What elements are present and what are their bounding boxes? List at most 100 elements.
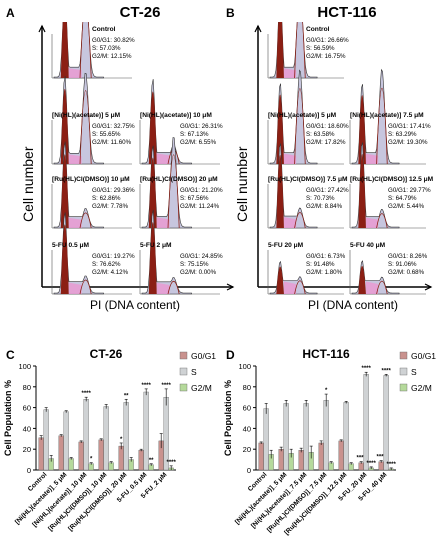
y-tick-label: 80 <box>243 383 251 392</box>
panel-b-title: HCT-116 <box>317 4 377 21</box>
g0g1-percent: G0/G1: 18.60% <box>306 123 349 130</box>
bar <box>278 448 284 471</box>
g2m-percent: G2/M: 0.00% <box>180 269 217 276</box>
histogram-title: [Ni(HL)(acetate)] 7.5 μM <box>350 112 424 119</box>
bar <box>303 403 309 471</box>
s-percent: S: 62.86% <box>92 195 121 202</box>
s-phase-area <box>156 282 170 294</box>
histogram-title: 5-FU 0.5 μM <box>52 242 90 249</box>
g0g1-percent: G0/G1: 8.26% <box>388 253 428 260</box>
g2m-peak <box>294 280 306 295</box>
g2m-percent: G2/M: 11.60% <box>92 139 132 146</box>
g2m-peak <box>294 22 306 79</box>
bar <box>138 450 144 471</box>
g2m-percent: G2/M: 17.82% <box>306 139 346 146</box>
bar <box>338 440 344 471</box>
bar <box>318 442 324 471</box>
s-percent: S: 56.59% <box>306 45 335 52</box>
g0g1-percent: G0/G1: 19.27% <box>92 253 135 260</box>
g2m-percent: G2/M: 0.68% <box>388 269 425 276</box>
bar <box>58 435 64 471</box>
legend-label: S <box>191 367 197 377</box>
histogram-title: [Ni(HL)(acetate)] 5 μM <box>52 112 121 119</box>
s-phase-area <box>68 217 82 228</box>
significance-marker: **** <box>387 462 397 468</box>
g2m-peak <box>376 88 388 165</box>
s-phase-area <box>365 153 379 164</box>
y-axis-arrow-icon <box>254 24 262 33</box>
legend-swatch <box>179 383 188 392</box>
histogram-plot: Control G0/G1: 30.82%S: 57.03%G2/M: 12.15… <box>51 22 135 79</box>
s-percent: S: 67.13% <box>180 131 209 138</box>
y-tick-label: 20 <box>23 445 31 454</box>
g0g1-percent: G0/G1: 30.82% <box>92 37 135 44</box>
bar <box>38 437 44 471</box>
legend-label: G2/M <box>191 383 212 393</box>
legend-label: S <box>411 367 417 377</box>
g2m-percent: G2/M: 19.30% <box>388 139 428 146</box>
histogram-plot: [Ni(HL)(acetate)] 7.5 μM G0/G1: 17.41%S: … <box>349 68 431 165</box>
s-phase-area <box>283 153 297 164</box>
significance-marker: **** <box>162 383 172 389</box>
legend-label: G2/M <box>411 383 432 393</box>
g0g1-percent: G0/G1: 21.20% <box>180 187 223 194</box>
significance-marker: ** <box>149 458 154 464</box>
bar <box>343 402 349 471</box>
histogram-title: [Ru(HL)Cl(DMSO)] 20 μM <box>140 176 218 183</box>
s-percent: S: 55.65% <box>92 131 121 138</box>
y-axis-label: Cell Population % <box>3 380 13 456</box>
panel-label-b: B <box>226 6 235 20</box>
g2m-peak <box>167 154 180 229</box>
bar <box>78 441 84 471</box>
y-axis-arrow-icon <box>38 24 46 33</box>
s-percent: S: 63.58% <box>306 131 335 138</box>
significance-marker: **** <box>357 456 367 462</box>
bar <box>378 461 384 471</box>
s-phase-area <box>68 68 82 78</box>
histogram-plot: [Ru(HL)Cl(DMSO)] 7.5 μM G0/G1: 27.42%S: 7… <box>267 143 349 229</box>
significance-marker: **** <box>362 366 372 372</box>
g2m-peak <box>79 212 92 229</box>
s-phase-area <box>156 217 170 228</box>
bar <box>298 450 304 471</box>
s-percent: S: 91.48% <box>306 261 335 268</box>
chart-title: CT-26 <box>90 347 123 361</box>
bar <box>68 458 74 471</box>
bar <box>63 411 69 471</box>
bar <box>103 406 109 471</box>
g2m-peak <box>79 22 92 79</box>
y-tick-label: 80 <box>23 383 31 392</box>
histogram-plot: 5-FU 2 μM G0/G1: 24.85%S: 75.15%G2/M: 0.0… <box>139 209 223 295</box>
g0g1-peak <box>358 265 366 294</box>
significance-marker: **** <box>367 461 377 467</box>
g0g1-percent: G0/G1: 24.85% <box>180 253 223 260</box>
legend-swatch <box>399 383 408 392</box>
g2m-percent: G2/M: 12.15% <box>92 53 132 60</box>
histogram-plot: [Ru(HL)Cl(DMSO)] 12.5 μM G0/G1: 29.77%S: … <box>349 142 434 229</box>
panel-label-d: D <box>226 348 235 362</box>
histogram-title: Control <box>306 26 330 33</box>
histogram-title: 5-FU 2 μM <box>140 242 172 249</box>
g2m-percent: G2/M: 8.84% <box>306 203 343 210</box>
g2m-peak <box>167 280 180 295</box>
legend-label: G0/G1 <box>191 351 216 361</box>
g0g1-peak <box>358 95 366 164</box>
s-phase-area <box>156 153 170 164</box>
legend-label: G0/G1 <box>411 351 436 361</box>
histogram-plot: [Ru(HL)Cl(DMSO)] 20 μM G0/G1: 21.20%S: 67… <box>139 137 223 229</box>
s-percent: S: 57.03% <box>92 45 121 52</box>
g0g1-peak <box>276 155 284 228</box>
bar <box>383 375 389 471</box>
histogram-title: [Ru(HL)Cl(DMSO)] 7.5 μM <box>268 176 348 183</box>
panel-a-title: CT-26 <box>119 4 161 21</box>
g2m-peak <box>79 90 92 165</box>
g2m-peak <box>294 88 306 165</box>
bar <box>143 391 149 471</box>
g0g1-percent: G0/G1: 6.73% <box>306 253 346 260</box>
bar <box>118 445 124 471</box>
